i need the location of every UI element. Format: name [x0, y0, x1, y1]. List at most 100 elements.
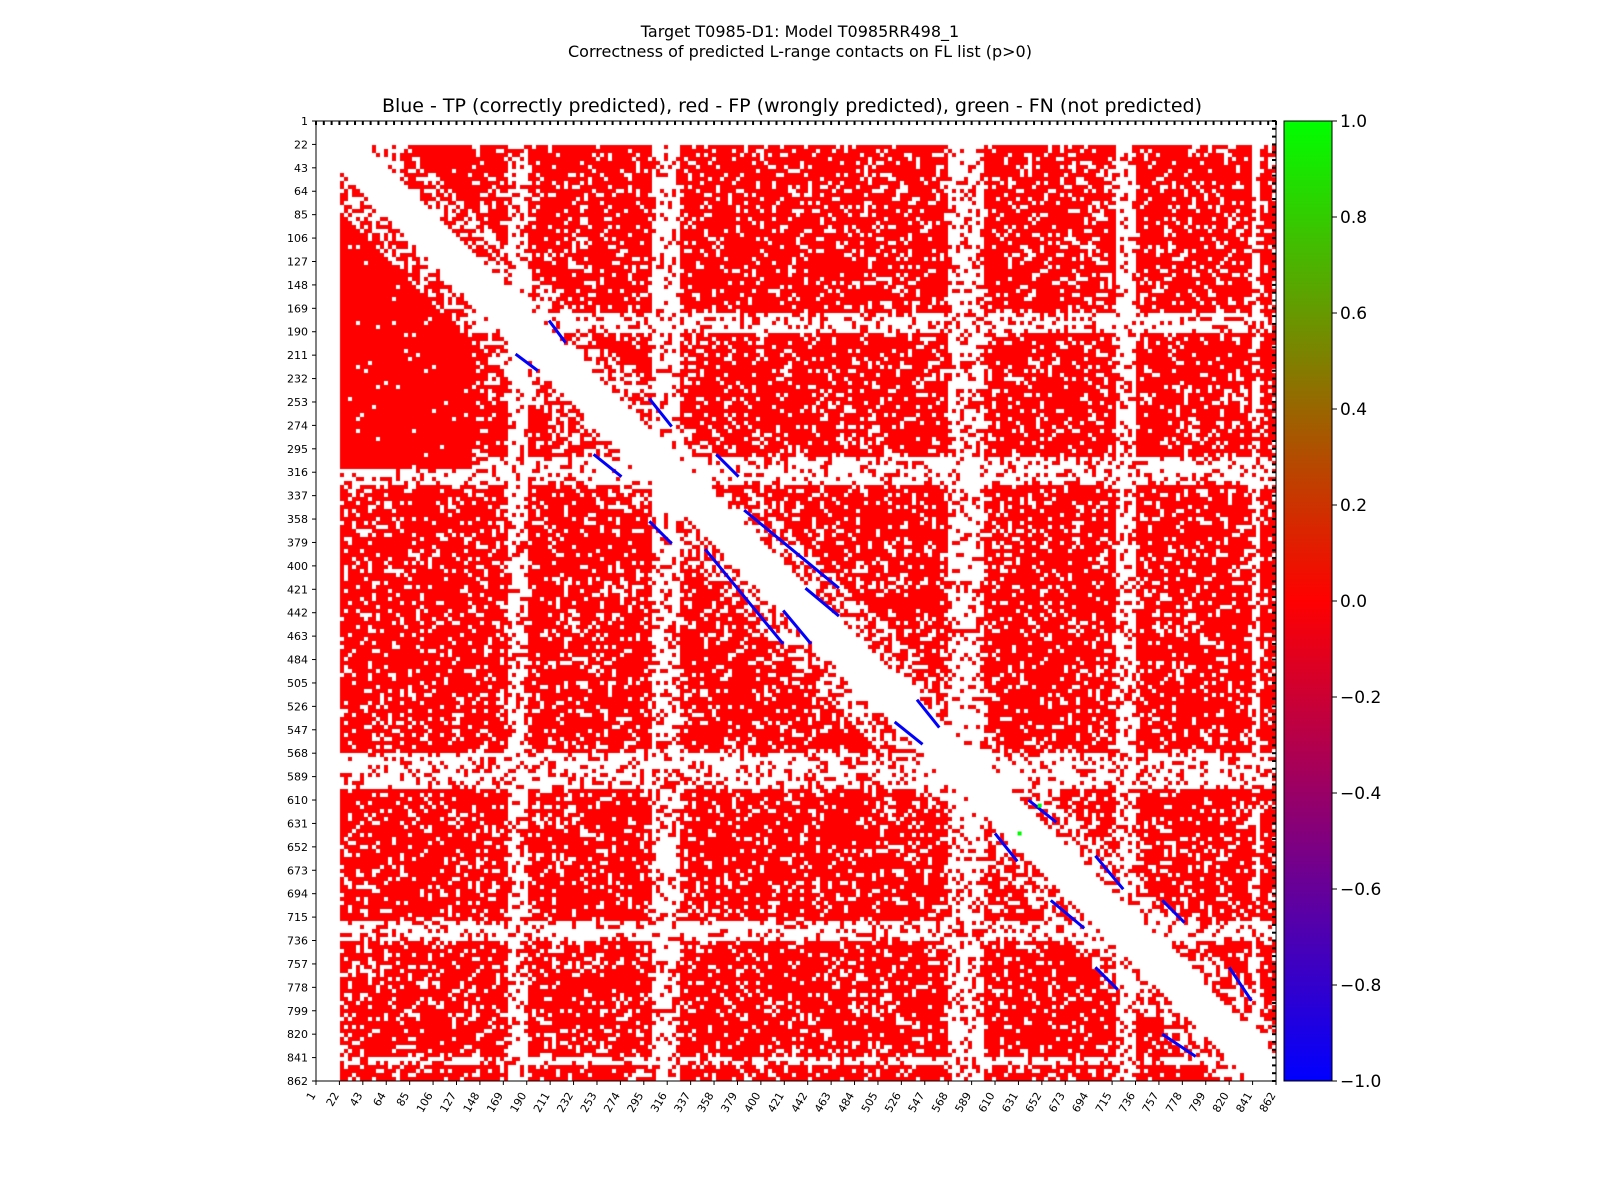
x-tick-label: 400	[742, 1090, 764, 1115]
x-tick-label: 232	[554, 1090, 576, 1115]
tp-contact-segment	[804, 587, 840, 618]
y-tick-label: 253	[287, 396, 308, 409]
tp-contact-segment	[743, 508, 840, 590]
x-tick-label: 841	[1233, 1090, 1255, 1115]
y-tick-label: 190	[287, 326, 308, 339]
colorbar: 1.0 0.8 0.6 0.4 0.2 0.0 −0.2 −0.4 −0.6 −0.8 −1.0	[1283, 112, 1381, 1092]
tp-layer	[514, 319, 1253, 1058]
y-tick-label: 862	[287, 1075, 308, 1088]
x-tick-label: 736	[1116, 1090, 1138, 1115]
y-tick-label: 85	[294, 209, 308, 222]
y-tick-label: 379	[287, 536, 308, 549]
tp-contact-segment	[1161, 899, 1186, 924]
x-tick-label: 631	[999, 1090, 1021, 1115]
y-tick-label: 547	[287, 724, 308, 737]
x-tick-label: 589	[952, 1090, 974, 1115]
colorbar-tick-label: 0.8	[1340, 208, 1367, 228]
colorbar-tick-label: 0.6	[1340, 304, 1367, 324]
y-tick-label: 463	[287, 630, 308, 643]
x-tick-label: 337	[671, 1090, 693, 1115]
y-tick-label: 106	[287, 232, 308, 245]
x-tick-label: 169	[484, 1090, 506, 1115]
heatmap-fp-cells	[316, 121, 1276, 1081]
x-tick-label: 274	[601, 1090, 623, 1115]
y-tick-label: 526	[287, 700, 308, 713]
x-tick-label: 379	[718, 1090, 740, 1115]
x-tick-label: 820	[1210, 1090, 1232, 1115]
x-tick-label: 253	[578, 1090, 600, 1115]
tp-contact-segment-mirror	[648, 520, 673, 545]
colorbar-tick-label: 1.0	[1340, 112, 1367, 132]
x-tick-label: 694	[1070, 1090, 1092, 1115]
y-tick-label: 484	[287, 654, 308, 667]
y-tick-label: 631	[287, 817, 308, 830]
x-tick-label: 715	[1093, 1090, 1115, 1115]
plot-frame	[315, 120, 1277, 1082]
tp-contact-segment	[648, 397, 673, 428]
y-tick-label: 715	[287, 911, 308, 924]
tp-contact-segment	[1227, 966, 1253, 1002]
y-tick-label: 127	[287, 255, 308, 268]
plot-area	[316, 121, 1276, 1081]
x-tick-label: 484	[835, 1090, 857, 1115]
x-tick-label: 211	[531, 1090, 553, 1115]
fn-contact-point	[1017, 831, 1022, 836]
x-tick-label: 757	[1140, 1090, 1162, 1115]
y-tick-label: 43	[294, 162, 308, 175]
y-tick-label: 442	[287, 607, 308, 620]
y-tick-label: 673	[287, 864, 308, 877]
y-tick-label: 358	[287, 513, 308, 526]
y-tick-label: 337	[287, 490, 308, 503]
tp-contact-segment	[1027, 798, 1058, 824]
y-tick-label: 64	[294, 185, 308, 198]
x-tick-label: 358	[695, 1090, 717, 1115]
y-tick-label: 778	[287, 981, 308, 994]
x-tick-label: 673	[1046, 1090, 1068, 1115]
x-tick-label: 568	[929, 1090, 951, 1115]
y-tick-label: 610	[287, 794, 308, 807]
tp-contact-segment	[1094, 854, 1125, 891]
fn-contact-point	[1037, 803, 1042, 808]
x-tick-label: 190	[508, 1090, 530, 1115]
y-tick-label: 211	[287, 349, 308, 362]
tp-contact-segment-mirror	[782, 609, 813, 645]
x-tick-label: 652	[1023, 1090, 1045, 1115]
colorbar-tick-label: 0.4	[1340, 400, 1367, 420]
x-tick-label: 127	[437, 1090, 459, 1115]
chart-suptitle-line2: Correctness of predicted L-range contact…	[568, 42, 1032, 61]
y-tick-label: 295	[287, 443, 308, 456]
x-tick-label: 43	[347, 1090, 365, 1109]
x-tick-label: 862	[1257, 1090, 1279, 1115]
colorbar-tick-label: −0.8	[1340, 976, 1381, 996]
y-tick-label: 568	[287, 747, 308, 760]
y-tick-label: 232	[287, 373, 308, 386]
y-tick-label: 841	[287, 1052, 308, 1065]
y-tick-label: 421	[287, 583, 308, 596]
tp-contact-segment-mirror	[1049, 899, 1086, 930]
colorbar-tick-label: −0.2	[1340, 688, 1381, 708]
tp-contact-segment-mirror	[893, 720, 924, 746]
y-tick-label: 400	[287, 560, 308, 573]
x-tick-label: 526	[882, 1090, 904, 1115]
y-tick-label: 1	[301, 115, 308, 128]
x-tick-label: 295	[625, 1090, 647, 1115]
y-tick-label: 274	[287, 419, 308, 432]
colorbar-tick-label: −0.6	[1340, 880, 1381, 900]
tp-contact-segment-mirror	[703, 548, 785, 645]
tp-contact-segment-mirror	[514, 352, 539, 372]
tp-contact-segment	[547, 319, 567, 344]
colorbar-tick-label: 0.0	[1340, 592, 1367, 612]
y-tick-label: 799	[287, 1005, 308, 1018]
tp-contact-segment-mirror	[993, 832, 1019, 863]
colorbar-tick-label: −0.4	[1340, 784, 1381, 804]
x-tick-label: 799	[1187, 1090, 1209, 1115]
chart-suptitle-line1: Target T0985-D1: Model T0985RR498_1	[640, 22, 960, 41]
x-tick-label: 22	[324, 1090, 342, 1109]
y-tick-label: 22	[294, 138, 308, 151]
y-tick-label: 505	[287, 677, 308, 690]
colorbar-gradient	[1283, 120, 1333, 1082]
y-tick-label: 316	[287, 466, 308, 479]
tp-contact-segment-mirror	[1094, 966, 1119, 991]
tp-contact-segment-mirror	[1161, 1032, 1197, 1058]
